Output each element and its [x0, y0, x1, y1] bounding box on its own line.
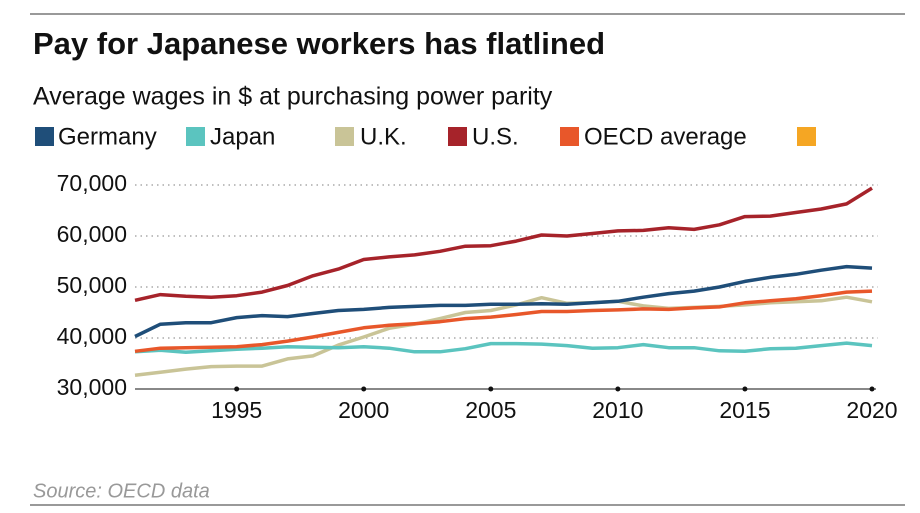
y-tick-label: 40,000 — [57, 323, 127, 349]
legend-swatch — [35, 127, 54, 146]
y-tick-label: 30,000 — [57, 374, 127, 400]
x-tick-label: 2015 — [719, 397, 770, 423]
legend-label: OECD average — [584, 123, 747, 150]
series-line — [134, 295, 873, 377]
x-tick — [234, 386, 240, 392]
x-tick-label: 2010 — [592, 397, 643, 423]
legend-swatch — [797, 127, 816, 146]
x-tick — [869, 386, 875, 392]
x-tick — [488, 386, 494, 392]
chart-title: Pay for Japanese workers has flatlined — [33, 26, 605, 61]
legend-label: U.S. — [472, 123, 519, 150]
y-tick-label: 60,000 — [57, 221, 127, 247]
legend-label: Japan — [210, 123, 275, 150]
x-tick-label: 2000 — [338, 397, 389, 423]
x-tick-label: 2005 — [465, 397, 516, 423]
x-tick — [742, 386, 748, 392]
x-tick — [615, 386, 621, 392]
legend-swatch — [560, 127, 579, 146]
legend-swatch — [448, 127, 467, 146]
y-tick-label: 50,000 — [57, 272, 127, 298]
series-line — [134, 186, 873, 303]
x-tick-label: 1995 — [211, 397, 262, 423]
chart-subtitle: Average wages in $ at purchasing power p… — [33, 83, 553, 111]
y-tick-label: 70,000 — [57, 170, 127, 196]
x-tick-label: 2020 — [846, 397, 897, 423]
legend-label: U.K. — [360, 123, 407, 150]
legend-swatch — [186, 127, 205, 146]
series-line — [134, 289, 873, 354]
series-line — [134, 341, 873, 355]
x-tick — [361, 386, 367, 392]
legend-label: Germany — [58, 123, 157, 150]
legend-swatch — [335, 127, 354, 146]
series-line — [134, 264, 873, 339]
source: Source: OECD data — [33, 480, 210, 502]
